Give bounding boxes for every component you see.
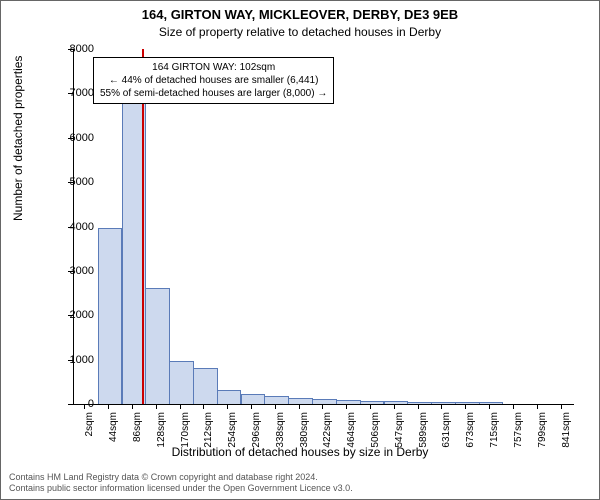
histogram-bar	[264, 396, 289, 404]
xtick-label: 464sqm	[346, 412, 357, 452]
chart-title-line1: 164, GIRTON WAY, MICKLEOVER, DERBY, DE3 …	[1, 7, 599, 22]
ytick-label: 1000	[54, 354, 94, 366]
histogram-bar	[145, 288, 170, 404]
xtick-label: 841sqm	[561, 412, 572, 452]
xtick-mark	[227, 404, 228, 409]
xtick-label: 338sqm	[275, 412, 286, 452]
xtick-label: 506sqm	[370, 412, 381, 452]
xtick-mark	[275, 404, 276, 409]
annotation-box: 164 GIRTON WAY: 102sqm← 44% of detached …	[93, 57, 334, 104]
ytick-mark	[68, 182, 73, 183]
xtick-mark	[299, 404, 300, 409]
xtick-label: 296sqm	[251, 412, 262, 452]
xtick-label: 254sqm	[227, 412, 238, 452]
xtick-label: 673sqm	[465, 412, 476, 452]
xtick-mark	[251, 404, 252, 409]
xtick-label: 170sqm	[180, 412, 191, 452]
xtick-mark	[370, 404, 371, 409]
ytick-label: 6000	[54, 132, 94, 144]
xtick-label: 799sqm	[537, 412, 548, 452]
histogram-bar	[312, 399, 337, 404]
xtick-label: 547sqm	[394, 412, 405, 452]
footer-line2: Contains public sector information licen…	[9, 483, 353, 495]
histogram-bar	[98, 228, 123, 404]
ytick-mark	[68, 93, 73, 94]
annotation-line3: 55% of semi-detached houses are larger (…	[100, 87, 327, 100]
histogram-bar	[431, 402, 456, 404]
footer-attribution: Contains HM Land Registry data © Crown c…	[9, 472, 353, 495]
xtick-label: 422sqm	[322, 412, 333, 452]
annotation-line2: ← 44% of detached houses are smaller (6,…	[100, 74, 327, 87]
xtick-label: 715sqm	[489, 412, 500, 452]
xtick-label: 589sqm	[418, 412, 429, 452]
xtick-mark	[132, 404, 133, 409]
xtick-mark	[465, 404, 466, 409]
y-axis-label: Number of detached properties	[11, 56, 25, 221]
histogram-bar	[241, 394, 266, 404]
ytick-mark	[68, 227, 73, 228]
ytick-label: 0	[54, 398, 94, 410]
xtick-label: 86sqm	[132, 412, 143, 452]
chart-container: 164, GIRTON WAY, MICKLEOVER, DERBY, DE3 …	[0, 0, 600, 500]
chart-title-line2: Size of property relative to detached ho…	[1, 25, 599, 39]
xtick-label: 2sqm	[84, 412, 95, 452]
xtick-mark	[156, 404, 157, 409]
histogram-bar	[217, 390, 242, 404]
histogram-bar	[455, 402, 480, 404]
xtick-label: 631sqm	[441, 412, 452, 452]
histogram-bar	[360, 401, 385, 404]
xtick-mark	[322, 404, 323, 409]
ytick-label: 2000	[54, 309, 94, 321]
ytick-mark	[68, 138, 73, 139]
xtick-label: 212sqm	[203, 412, 214, 452]
xtick-mark	[394, 404, 395, 409]
histogram-bar	[193, 368, 218, 405]
xtick-mark	[108, 404, 109, 409]
xtick-mark	[537, 404, 538, 409]
histogram-bar	[384, 401, 409, 404]
xtick-mark	[441, 404, 442, 409]
histogram-bar	[479, 402, 504, 404]
xtick-label: 380sqm	[299, 412, 310, 452]
xtick-mark	[418, 404, 419, 409]
histogram-bar	[288, 398, 313, 404]
ytick-label: 7000	[54, 87, 94, 99]
annotation-line1: 164 GIRTON WAY: 102sqm	[100, 61, 327, 74]
xtick-mark	[346, 404, 347, 409]
footer-line1: Contains HM Land Registry data © Crown c…	[9, 472, 353, 484]
ytick-mark	[68, 49, 73, 50]
xtick-label: 757sqm	[513, 412, 524, 452]
xtick-label: 44sqm	[108, 412, 119, 452]
xtick-mark	[489, 404, 490, 409]
histogram-bar	[407, 402, 432, 404]
ytick-label: 3000	[54, 265, 94, 277]
xtick-mark	[180, 404, 181, 409]
histogram-bar	[336, 400, 361, 404]
xtick-mark	[203, 404, 204, 409]
ytick-mark	[68, 404, 73, 405]
xtick-mark	[561, 404, 562, 409]
histogram-bar	[169, 361, 194, 404]
xtick-mark	[84, 404, 85, 409]
xtick-label: 128sqm	[156, 412, 167, 452]
ytick-label: 5000	[54, 176, 94, 188]
ytick-mark	[68, 271, 73, 272]
ytick-label: 8000	[54, 43, 94, 55]
ytick-label: 4000	[54, 221, 94, 233]
ytick-mark	[68, 360, 73, 361]
ytick-mark	[68, 315, 73, 316]
xtick-mark	[513, 404, 514, 409]
